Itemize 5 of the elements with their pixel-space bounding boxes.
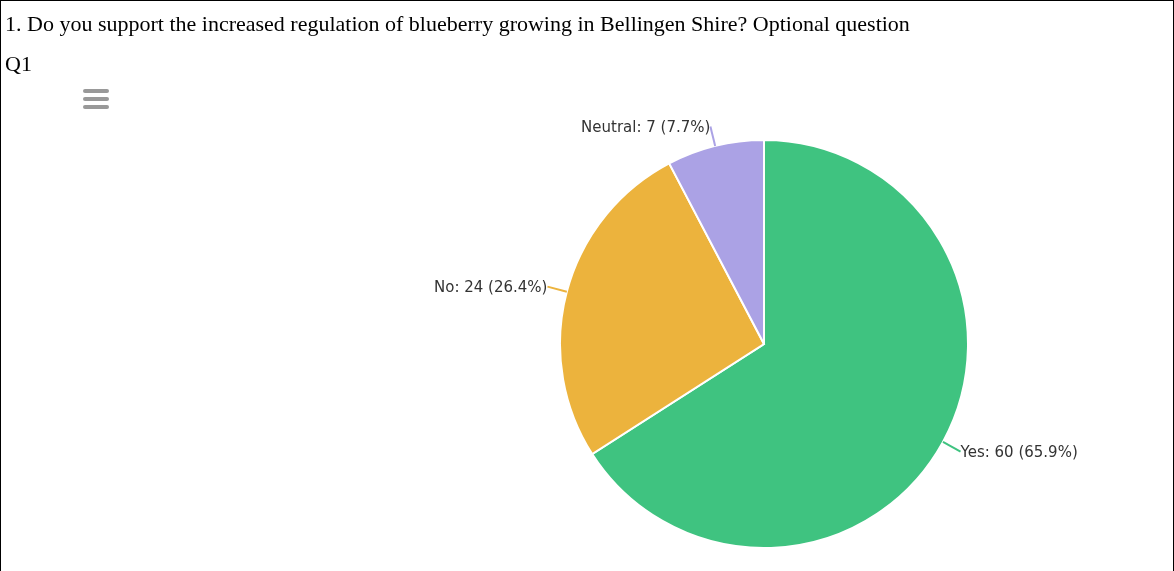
slice-label: Yes: 60 (65.9%) bbox=[959, 442, 1078, 461]
slice-label: No: 24 (26.4%) bbox=[434, 277, 548, 296]
text: Q1 bbox=[4, 50, 33, 78]
chart-title: 1. Do you support the increased regulation of blueberry growing in Bellingen Shire? Optional question bbox=[4, 10, 911, 38]
slice-label: Neutral: 7 (7.7%) bbox=[581, 117, 711, 136]
